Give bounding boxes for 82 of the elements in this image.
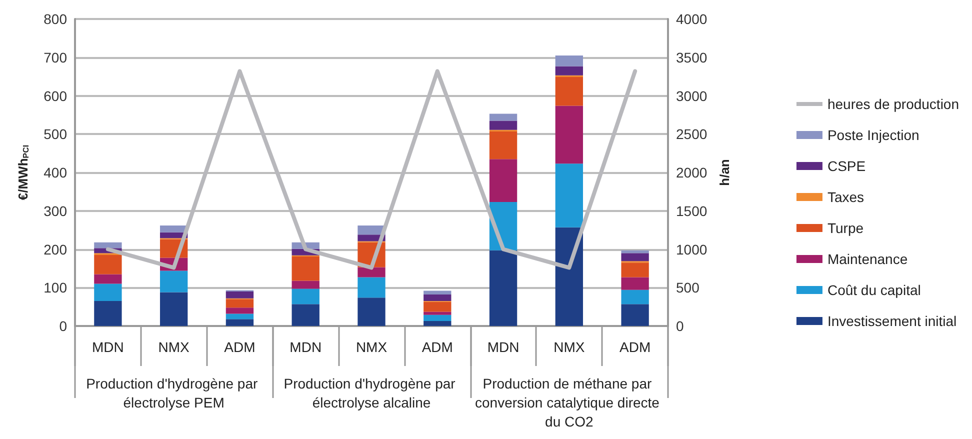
y2-tick-label: 4000 xyxy=(676,11,708,27)
bar xyxy=(555,55,584,66)
y-tick-label: 800 xyxy=(44,11,68,27)
y-axis-title: €/MWhPCI xyxy=(16,144,30,200)
legend-label: Turpe xyxy=(827,220,864,236)
bar xyxy=(358,267,386,278)
x-tick-label: ADM xyxy=(224,339,256,355)
legend-label: CSPE xyxy=(827,158,866,174)
legend-label: Poste Injection xyxy=(827,127,920,143)
y2-tick-label: 1500 xyxy=(676,202,708,219)
bar xyxy=(292,280,320,289)
bar xyxy=(489,114,518,121)
y2-tick-label: 500 xyxy=(676,280,700,296)
x-tick-label: NMX xyxy=(554,339,586,355)
legend-label: Maintenance xyxy=(827,251,908,267)
bar xyxy=(94,255,122,274)
x-tick-label: MDN xyxy=(290,339,322,355)
bar xyxy=(94,284,122,302)
bar xyxy=(621,277,649,290)
y-tick-label: 200 xyxy=(44,241,68,258)
bar xyxy=(489,120,518,130)
y-tick-label: 600 xyxy=(44,88,68,104)
bar xyxy=(424,290,452,295)
bar xyxy=(555,106,584,164)
y2-tick-label: 2000 xyxy=(676,164,708,180)
text: Production d'hydrogène par électrolyse alcaline xyxy=(284,376,460,410)
bar xyxy=(292,256,320,281)
legend-label: Coût du capital xyxy=(827,282,921,298)
bar xyxy=(226,299,254,308)
y2-tick-label: 2500 xyxy=(676,126,708,142)
bar xyxy=(555,66,584,76)
y2-tick-label: 3500 xyxy=(676,49,708,66)
bar xyxy=(424,314,452,322)
x-tick-label: MDN xyxy=(487,339,520,355)
bar xyxy=(489,159,518,202)
bar xyxy=(621,250,649,254)
bar xyxy=(226,314,254,320)
x-tick-label: NMX xyxy=(356,339,388,355)
bar xyxy=(555,76,584,106)
y2-axis-title: h/an xyxy=(717,159,732,186)
y-tick-label: 100 xyxy=(44,280,68,296)
y-tick-label: 0 xyxy=(59,318,68,334)
x-tick-label: ADM xyxy=(422,339,453,355)
bar xyxy=(621,290,649,304)
bar xyxy=(226,319,254,326)
bar xyxy=(621,262,649,278)
bar xyxy=(358,298,386,326)
x-tick-label: ADM xyxy=(619,339,651,355)
bar xyxy=(424,294,452,302)
text: Production de méthane par conversion catalytique directe du CO2 xyxy=(475,376,664,430)
bar xyxy=(94,242,122,248)
bar xyxy=(160,292,188,326)
bar xyxy=(424,321,452,326)
x-tick-label: NMX xyxy=(158,339,190,355)
bar xyxy=(555,164,584,228)
bar xyxy=(292,304,320,326)
legend-label: Investissement initial xyxy=(827,313,957,329)
bar xyxy=(621,304,649,326)
bar xyxy=(94,301,122,326)
y2-tick-label: 1000 xyxy=(676,241,708,258)
bar xyxy=(424,312,452,315)
bar xyxy=(489,131,518,160)
bar xyxy=(160,270,188,292)
y-tick-label: 400 xyxy=(44,164,68,180)
bar xyxy=(94,274,122,284)
y2-tick-label: 3000 xyxy=(676,88,708,104)
bar xyxy=(292,288,320,304)
y-tick-label: 300 xyxy=(44,202,68,219)
legend-label: heures de production xyxy=(827,96,960,112)
y-tick-label: 500 xyxy=(44,126,68,142)
bar xyxy=(621,253,649,262)
bar xyxy=(555,227,584,326)
bar xyxy=(226,308,254,314)
x-tick-label: MDN xyxy=(92,339,124,355)
bar xyxy=(424,302,452,312)
bar xyxy=(489,250,518,326)
text: Production d'hydrogène par électrolyse PEM xyxy=(86,376,262,410)
legend-label: Taxes xyxy=(827,189,864,205)
bar xyxy=(226,291,254,298)
y2-tick-label: 0 xyxy=(676,318,684,334)
y-tick-label: 700 xyxy=(44,49,68,66)
bar xyxy=(358,277,386,298)
